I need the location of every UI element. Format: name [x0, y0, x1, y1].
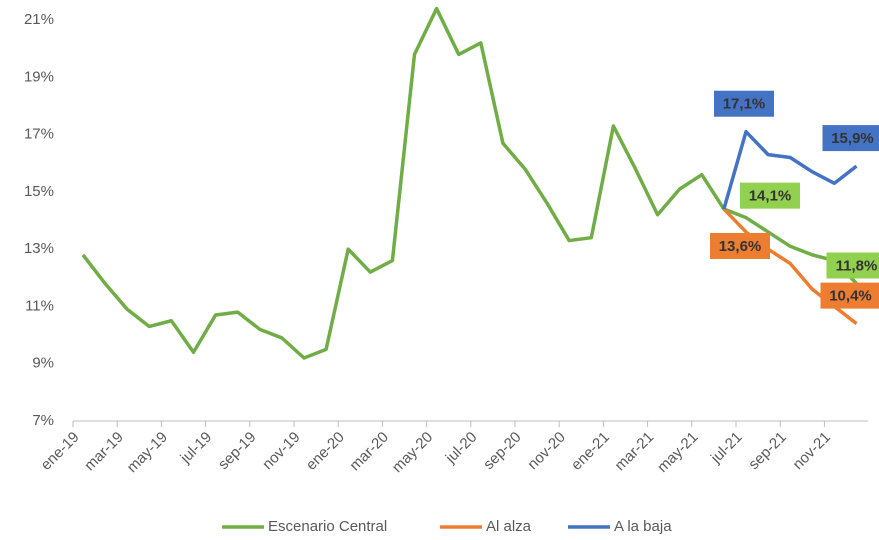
x-tick-label: jul-20 — [442, 429, 481, 468]
value-label: 11,8% — [836, 257, 878, 274]
x-tick-label: may-20 — [389, 429, 436, 476]
x-tick-label: nov-21 — [790, 429, 834, 473]
legend-label: A la baja — [614, 518, 672, 535]
x-tick-label: sep-21 — [745, 429, 789, 473]
value-label-box — [822, 125, 879, 152]
value-label-box — [740, 182, 800, 209]
x-tick-label: mar-19 — [81, 429, 127, 475]
value-label-box — [710, 232, 770, 259]
y-tick-label: 13% — [24, 240, 54, 257]
y-tick-label: 7% — [32, 412, 54, 429]
x-tick-label: nov-19 — [259, 429, 303, 473]
x-tick-label: ene-19 — [38, 429, 83, 474]
x-tick-label: may-19 — [124, 429, 171, 476]
value-label-box — [820, 282, 879, 309]
series-line — [722, 129, 858, 210]
x-tick-label: mar-21 — [612, 429, 658, 475]
x-tick-label: jul-19 — [177, 429, 216, 468]
x-tick-label: sep-20 — [480, 429, 524, 473]
y-tick-label: 19% — [24, 68, 54, 85]
x-tick-label: mar-20 — [346, 429, 392, 475]
x-tick-label: may-21 — [654, 429, 701, 476]
y-tick-label: 21% — [24, 11, 54, 28]
value-label: 14,1% — [749, 188, 792, 205]
x-tick-label: nov-20 — [524, 429, 568, 473]
y-tick-label: 11% — [25, 297, 54, 314]
y-tick-label: 9% — [32, 355, 54, 372]
x-tick-label: sep-19 — [215, 429, 259, 473]
y-tick-label: 15% — [24, 183, 54, 200]
legend-label: Al alza — [486, 518, 532, 535]
value-label-box — [714, 90, 774, 117]
value-label: 10,4% — [829, 288, 872, 305]
value-label: 15,9% — [831, 130, 874, 147]
y-tick-label: 17% — [24, 126, 54, 143]
x-tick-label: ene-21 — [568, 429, 613, 474]
value-label-box — [826, 252, 879, 279]
legend-label: Escenario Central — [268, 518, 387, 535]
value-label: 17,1% — [723, 96, 766, 113]
x-tick-label: ene-20 — [303, 429, 348, 474]
x-tick-label: jul-21 — [707, 429, 746, 468]
value-label: 13,6% — [719, 238, 762, 255]
